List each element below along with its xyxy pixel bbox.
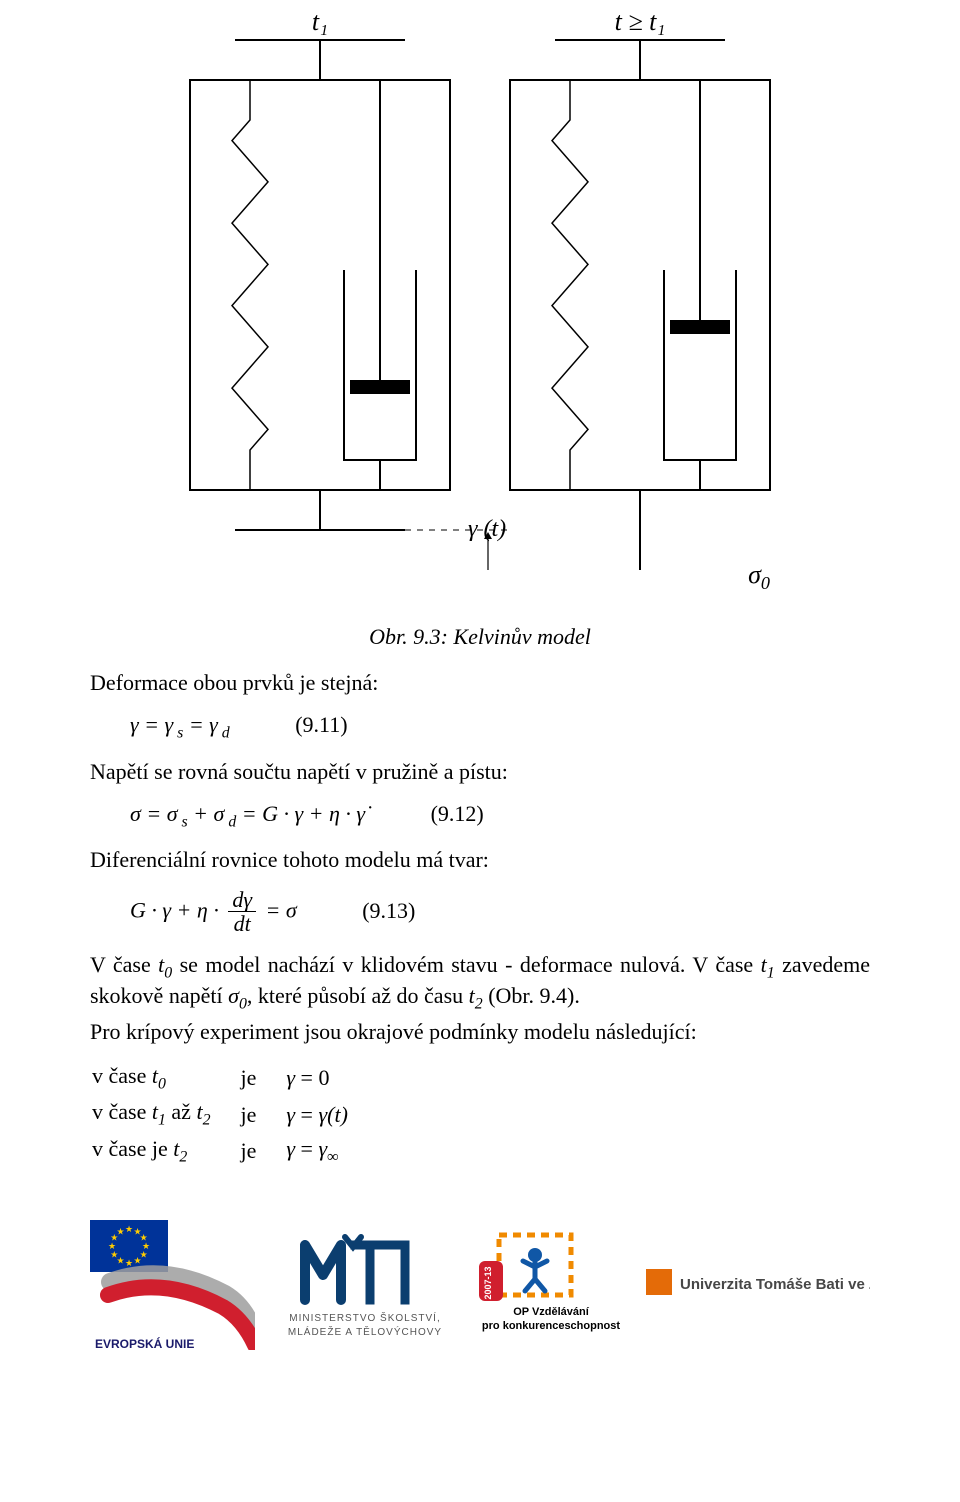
eq-9-11-num: (9.11) — [295, 712, 375, 738]
table-row: v čase t0jeγ = 0 — [92, 1061, 376, 1095]
svg-text:MLÁDEŽE A TĚLOVÝCHOVY: MLÁDEŽE A TĚLOVÝCHOVY — [288, 1325, 442, 1338]
eq-9-12-num: (9.12) — [431, 801, 511, 827]
utb-logo: Univerzita Tomáše Bati ve Zlíně — [646, 1255, 870, 1315]
svg-text:2007-13: 2007-13 — [483, 1267, 493, 1300]
eq-9-13-suffix: = σ — [266, 898, 297, 923]
svg-text:MINISTERSTVO ŠKOLSTVÍ,: MINISTERSTVO ŠKOLSTVÍ, — [290, 1311, 441, 1324]
eq-9-13-prefix: G · γ + η · — [130, 898, 219, 923]
footer-logos: ★★★★★★★★★★★★EVROPSKÁ UNIE MINISTERSTVO Š… — [90, 1220, 870, 1350]
kelvin-diagram: t₁γ (t)t ≥ t₁ — [90, 10, 870, 570]
opvk-logo: 2007-13 OP Vzdělávání pro konkurenceschopn… — [471, 1225, 627, 1345]
svg-text:★: ★ — [133, 1256, 141, 1266]
equation-9-12: σ = σ s + σ d = G · γ + η · γ̇ (9.12) — [130, 801, 870, 831]
eu-esf-logo: ★★★★★★★★★★★★EVROPSKÁ UNIE — [90, 1220, 255, 1350]
svg-text:★: ★ — [108, 1241, 116, 1251]
svg-text:EVROPSKÁ UNIE: EVROPSKÁ UNIE — [95, 1336, 194, 1350]
para-1: Deformace obou prvků je stejná: — [90, 670, 870, 696]
svg-text:★: ★ — [125, 1258, 133, 1268]
table-row: v čase t1 až t2jeγ = γ(t) — [92, 1097, 376, 1131]
equation-9-11: γ = γ s = γ d (9.11) — [130, 712, 870, 742]
eq-9-12-expr: σ = σ s + σ d = G · γ + η · γ̇ — [130, 801, 365, 826]
table-row: v čase je t2jeγ = γ∞ — [92, 1134, 376, 1168]
kelvin-svg: t₁γ (t)t ≥ t₁ — [170, 10, 790, 570]
equation-9-13: G · γ + η · dγ dt = σ (9.13) — [130, 889, 870, 936]
para-2: Napětí se rovná součtu napětí v pružině … — [90, 759, 870, 785]
svg-text:pro konkurenceschopnost: pro konkurenceschopnost — [481, 1320, 619, 1332]
para-5: Pro krípový experiment jsou okrajové pod… — [90, 1019, 870, 1045]
eq-9-11-expr: γ = γ s = γ d — [130, 712, 230, 737]
para-3: Diferenciální rovnice tohoto modelu má t… — [90, 847, 870, 873]
eq-9-13-fraction: dγ dt — [228, 889, 256, 936]
figure-caption: Obr. 9.3: Kelvinův model — [369, 624, 591, 649]
eq-9-13-frac-top: dγ — [228, 889, 256, 912]
svg-text:OP Vzdělávání: OP Vzdělávání — [513, 1306, 590, 1318]
eq-9-13-num: (9.13) — [362, 898, 442, 924]
msmt-logo: MINISTERSTVO ŠKOLSTVÍ,MLÁDEŽE A TĚLOVÝCH… — [275, 1225, 450, 1345]
svg-text:★: ★ — [116, 1226, 124, 1236]
sigma0-text: σ0 — [748, 560, 770, 589]
svg-text:Univerzita Tomáše Bati ve Zlín: Univerzita Tomáše Bati ve Zlíně — [680, 1276, 870, 1293]
para-4: V čase t0 se model nachází v klidovém st… — [90, 952, 870, 1013]
boundary-conditions-table: v čase t0jeγ = 0v čase t1 až t2jeγ = γ(t… — [90, 1059, 378, 1170]
svg-text:★: ★ — [110, 1250, 118, 1260]
svg-text:t₁: t₁ — [312, 10, 328, 36]
svg-text:t ≥ t₁: t ≥ t₁ — [615, 10, 666, 36]
svg-text:★: ★ — [125, 1224, 133, 1234]
eq-9-13-frac-bot: dt — [228, 912, 256, 936]
